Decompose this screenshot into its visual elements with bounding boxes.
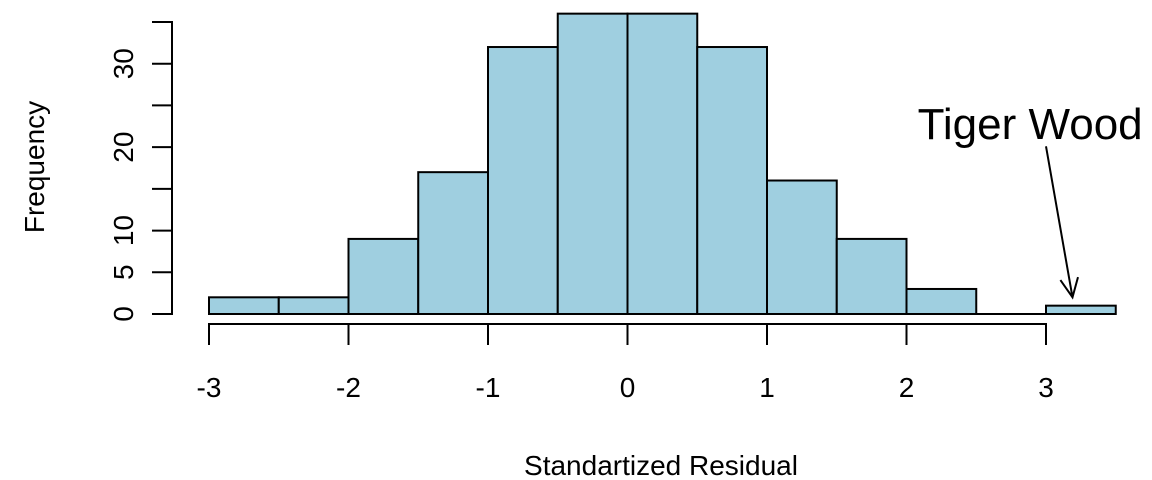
y-tick-label: 10 bbox=[108, 215, 139, 246]
annotation-arrow-icon bbox=[1045, 146, 1079, 300]
annotation: Tiger Wood bbox=[918, 100, 1143, 300]
histogram-bar bbox=[277, 296, 350, 315]
histogram-bar bbox=[417, 171, 489, 315]
x-tick-label: 1 bbox=[759, 372, 775, 403]
x-tick-label: 2 bbox=[899, 372, 915, 403]
x-tick-label: -2 bbox=[336, 372, 361, 403]
y-tick-label: 30 bbox=[108, 48, 139, 79]
histogram-bar bbox=[556, 12, 629, 316]
y-tick-label: 0 bbox=[108, 306, 139, 322]
histogram-bar bbox=[347, 237, 420, 315]
x-axis-title: Standartized Residual bbox=[524, 450, 798, 480]
y-axis: 0 5 10 20 30 bbox=[108, 21, 173, 322]
y-tick-label: 5 bbox=[108, 264, 139, 280]
histogram-bar bbox=[1045, 304, 1117, 316]
histogram-bar bbox=[835, 237, 908, 315]
y-axis-title: Frequency bbox=[19, 101, 50, 233]
x-tick-label: -1 bbox=[476, 372, 501, 403]
histogram-bar bbox=[487, 46, 559, 316]
x-axis: -3 -2 -1 0 1 2 3 bbox=[197, 323, 1054, 403]
histogram-bar bbox=[696, 46, 768, 316]
histogram-bar bbox=[905, 287, 978, 316]
annotation-label: Tiger Wood bbox=[918, 100, 1143, 149]
histogram-bar bbox=[766, 179, 838, 315]
y-tick-label: 20 bbox=[108, 132, 139, 163]
histogram-bar bbox=[208, 296, 280, 315]
x-tick-label: -3 bbox=[197, 372, 222, 403]
histogram-bars bbox=[208, 12, 1117, 316]
x-tick-label: 3 bbox=[1038, 372, 1054, 403]
x-tick-label: 0 bbox=[620, 372, 636, 403]
histogram-bar bbox=[626, 12, 699, 316]
